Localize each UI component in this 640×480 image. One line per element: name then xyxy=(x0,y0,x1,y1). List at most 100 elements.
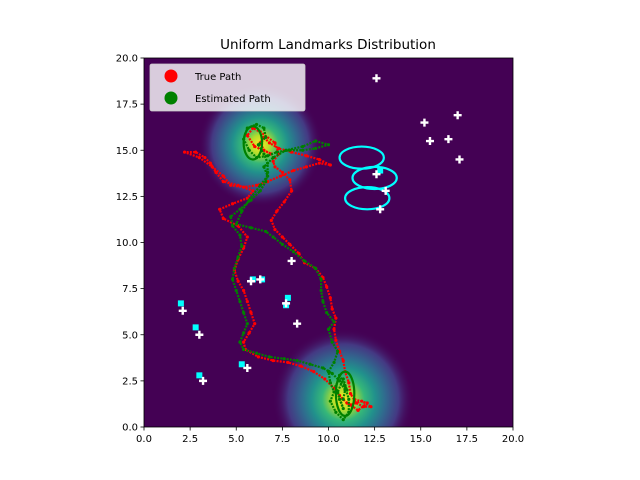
estimated-path-point xyxy=(341,397,345,401)
true-path-point xyxy=(332,327,336,331)
estimated-landmark xyxy=(284,294,291,301)
true-path-point xyxy=(341,358,345,363)
true-path-point xyxy=(214,170,218,174)
estimated-path-point xyxy=(256,143,260,147)
estimated-path-point xyxy=(321,299,325,304)
estimated-path-point xyxy=(254,351,259,355)
true-path-point xyxy=(286,360,290,365)
x-tick-label: 7.5 xyxy=(274,434,290,445)
estimated-path-point xyxy=(247,198,251,202)
true-path-point xyxy=(323,377,327,381)
true-path-point xyxy=(203,156,207,160)
estimated-path-point xyxy=(234,222,238,226)
estimated-path-point xyxy=(262,126,266,130)
true-path-point xyxy=(271,358,275,363)
estimated-path-point xyxy=(288,148,292,152)
true-path-point xyxy=(360,399,364,403)
estimated-path-point xyxy=(313,146,318,151)
uncertainty-ellipse xyxy=(242,125,264,161)
estimated-path-point xyxy=(275,150,279,154)
true-path-point xyxy=(208,161,213,165)
true-path-point xyxy=(251,189,255,193)
y-tick-label: 7.5 xyxy=(122,284,138,295)
paths-layer xyxy=(182,122,373,422)
true-path-point xyxy=(273,227,277,232)
true-landmark xyxy=(247,277,256,286)
estimated-path-point xyxy=(321,366,325,370)
true-path-point xyxy=(354,401,358,405)
x-tick-label: 15.0 xyxy=(410,434,432,445)
true-path-point xyxy=(317,161,321,165)
estimated-path-point xyxy=(291,250,296,254)
estimated-path-point xyxy=(247,148,251,152)
estimated-path-point xyxy=(343,384,347,389)
true-path-point xyxy=(221,180,225,184)
true-path-point xyxy=(312,370,316,374)
true-path-point xyxy=(245,235,249,239)
true-path-point xyxy=(273,165,277,169)
estimated-path-point xyxy=(238,233,242,237)
true-path-point xyxy=(291,168,296,173)
ellipses-layer xyxy=(242,125,398,418)
estimated-path-point xyxy=(242,347,246,352)
true-path-point xyxy=(369,405,373,409)
estimated-path-point xyxy=(264,135,268,139)
estimated-path-point xyxy=(326,370,331,374)
true-path-point xyxy=(365,401,369,405)
true-path-point xyxy=(210,165,214,169)
estimated-path-point xyxy=(266,154,270,158)
true-path-point xyxy=(245,133,249,138)
true-path-point xyxy=(325,285,329,289)
true-path-point xyxy=(271,159,275,163)
legend-marker-estimated-path xyxy=(164,91,178,105)
estimated-landmark xyxy=(196,372,203,379)
estimated-path-point xyxy=(229,215,233,219)
estimated-path-point xyxy=(230,277,235,281)
true-path-point xyxy=(277,146,281,151)
y-tick-label: 20.0 xyxy=(116,54,138,65)
estimated-path-point xyxy=(301,144,305,149)
true-path-point xyxy=(245,299,249,304)
true-path-point xyxy=(242,185,246,189)
estimated-landmark xyxy=(377,167,384,174)
true-path-point xyxy=(249,311,253,315)
true-path-point xyxy=(297,251,301,256)
true-path-point xyxy=(356,408,360,412)
true-landmark xyxy=(372,74,381,83)
x-tick-label: 20.0 xyxy=(502,434,524,445)
estimated-path-point xyxy=(319,288,323,293)
estimated-path-point xyxy=(271,156,275,160)
estimated-path-point xyxy=(328,399,332,403)
estimated-landmark xyxy=(177,300,184,307)
x-axis: 0.0 2.5 5.0 7.5 10.0 12.5 15.0 17.5 20.0 xyxy=(136,427,524,445)
true-path-point xyxy=(347,381,351,385)
estimated-path-point xyxy=(319,277,323,281)
estimated-path-point xyxy=(249,226,253,230)
estimated-path-point xyxy=(328,381,332,385)
true-path-point xyxy=(288,178,292,182)
true-path-point xyxy=(334,338,338,342)
estimated-path-point xyxy=(234,288,238,293)
true-landmark xyxy=(420,118,429,127)
estimated-path-point xyxy=(347,397,351,401)
true-path-point xyxy=(253,322,257,326)
true-path-point xyxy=(304,165,308,169)
estimated-path-point xyxy=(242,311,246,315)
estimated-landmark xyxy=(249,276,256,283)
true-path-point xyxy=(299,364,303,368)
estimated-path-point xyxy=(295,358,299,363)
true-path-point xyxy=(247,331,251,335)
true-path-point xyxy=(221,174,225,178)
estimated-path-point xyxy=(282,357,286,361)
legend: True Path Estimated Path xyxy=(149,63,306,112)
true-path-point xyxy=(267,141,272,145)
estimated-path-point xyxy=(264,180,268,184)
true-path-point xyxy=(334,316,338,320)
estimated-path-point xyxy=(326,327,331,331)
estimated-path-point xyxy=(341,406,345,411)
true-path-point xyxy=(236,183,240,187)
estimated-path-point xyxy=(330,371,334,376)
true-path-point xyxy=(317,157,321,162)
true-path-point xyxy=(290,189,294,193)
